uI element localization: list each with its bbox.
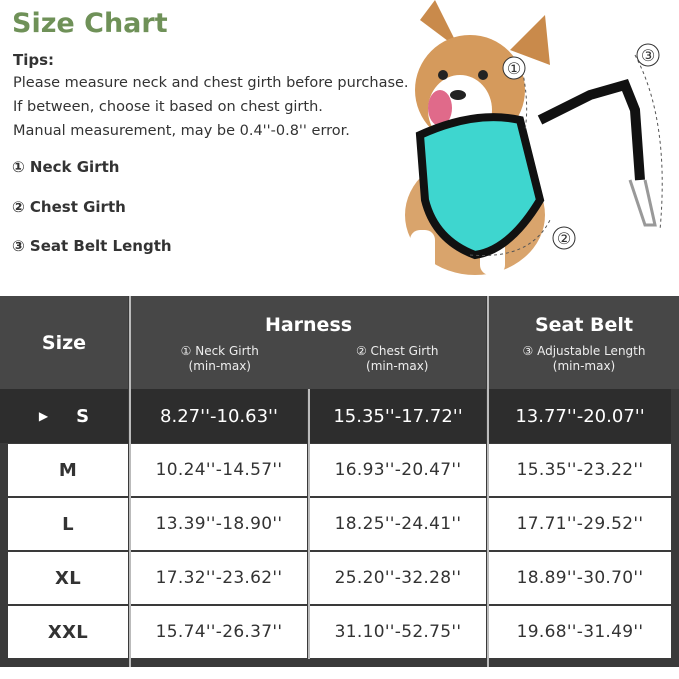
- table-cell-size: XXL: [8, 606, 128, 658]
- chest-girth-header: ② Chest Girth (min-max): [309, 344, 487, 374]
- size-value: S: [76, 405, 90, 427]
- seat-belt-leash: [537, 78, 645, 181]
- selected-row-cell-chest: 15.35''-17.72'': [310, 389, 486, 443]
- tip-line: Please measure neck and chest girth befo…: [13, 75, 409, 91]
- legend-seat-belt-length: ③ Seat Belt Length: [12, 237, 172, 255]
- tips-label: Tips:: [13, 51, 55, 69]
- table-cell-length: 18.89''-30.70'': [489, 552, 671, 604]
- harness-header: Harness: [264, 314, 353, 336]
- selected-row-cell-size: ▶ S: [0, 389, 128, 443]
- length-label: ③ Adjustable Length: [522, 344, 646, 358]
- table-cell-chest: 18.25''-24.41'': [310, 498, 486, 550]
- table-cell-size: XL: [8, 552, 128, 604]
- dog-harness-photo: ① ③ ②: [405, 0, 663, 275]
- chest-value: 15.35''-17.72'': [333, 405, 463, 427]
- chest-value: 18.25''-24.41'': [334, 514, 462, 534]
- length-unit: (min-max): [552, 359, 616, 373]
- neck-value: 8.27''-10.63'': [160, 405, 278, 427]
- length-value: 15.35''-23.22'': [516, 460, 644, 480]
- harness-vest: [415, 113, 545, 260]
- table-cell-chest: 16.93''-20.47'': [310, 444, 486, 496]
- neck-value: 13.39''-18.90'': [155, 514, 283, 534]
- length-value: 18.89''-30.70'': [516, 568, 644, 588]
- marker-1: ①: [507, 59, 521, 78]
- tip-line: If between, choose it based on chest gir…: [13, 99, 323, 115]
- chest-unit: (min-max): [366, 359, 429, 373]
- neck-value: 15.74''-26.37'': [155, 622, 283, 642]
- harness-header-cell: Harness ① Neck Girth (min-max) ② Chest Gi…: [131, 296, 486, 389]
- legend-chest-girth: ② Chest Girth: [12, 198, 126, 216]
- chest-value: 25.20''-32.28'': [334, 568, 462, 588]
- size-table: Size Harness ① Neck Girth (min-max) ② Che…: [0, 296, 679, 667]
- size-value: L: [62, 513, 74, 535]
- size-header: Size: [41, 331, 87, 354]
- length-value: 19.68''-31.49'': [516, 622, 644, 642]
- chest-value: 16.93''-20.47'': [334, 460, 462, 480]
- neck-girth-header: ① Neck Girth (min-max): [131, 344, 309, 374]
- marker-3: ③: [641, 46, 655, 65]
- selected-row-cell-length: 13.77''-20.07'': [489, 389, 671, 443]
- length-header: ③ Adjustable Length (min-max): [489, 344, 679, 374]
- seat-belt-header-cell: Seat Belt ③ Adjustable Length (min-max): [489, 296, 679, 389]
- seat-belt-header: Seat Belt: [534, 314, 634, 336]
- neck-label: ① Neck Girth: [180, 344, 259, 358]
- play-triangle-icon: ▶: [38, 409, 49, 423]
- table-cell-length: 17.71''-29.52'': [489, 498, 671, 550]
- table-cell-size: L: [8, 498, 128, 550]
- selected-row-cell-neck: 8.27''-10.63'': [131, 389, 307, 443]
- neck-unit: (min-max): [188, 359, 251, 373]
- size-value: XL: [55, 567, 81, 589]
- size-value: M: [58, 459, 78, 481]
- table-cell-chest: 31.10''-52.75'': [310, 606, 486, 658]
- table-cell-length: 19.68''-31.49'': [489, 606, 671, 658]
- neck-value: 10.24''-14.57'': [155, 460, 283, 480]
- table-cell-length: 15.35''-23.22'': [489, 444, 671, 496]
- chest-label: ② Chest Girth: [355, 344, 439, 358]
- table-cell-neck: 17.32''-23.62'': [131, 552, 307, 604]
- column-divider: [308, 389, 310, 659]
- neck-value: 17.32''-23.62'': [155, 568, 283, 588]
- size-header-cell: Size: [0, 296, 128, 389]
- tip-line: Manual measurement, may be 0.4''-0.8'' e…: [13, 123, 350, 139]
- length-value: 13.77''-20.07'': [515, 405, 645, 427]
- marker-2: ②: [557, 229, 571, 248]
- table-cell-neck: 10.24''-14.57'': [131, 444, 307, 496]
- size-value: XXL: [47, 621, 89, 643]
- table-cell-size: M: [8, 444, 128, 496]
- chest-value: 31.10''-52.75'': [334, 622, 462, 642]
- table-cell-neck: 13.39''-18.90'': [131, 498, 307, 550]
- table-cell-chest: 25.20''-32.28'': [310, 552, 486, 604]
- table-cell-neck: 15.74''-26.37'': [131, 606, 307, 658]
- legend-neck-girth: ① Neck Girth: [12, 158, 120, 176]
- length-value: 17.71''-29.52'': [516, 514, 644, 534]
- page-title: Size Chart: [12, 8, 168, 39]
